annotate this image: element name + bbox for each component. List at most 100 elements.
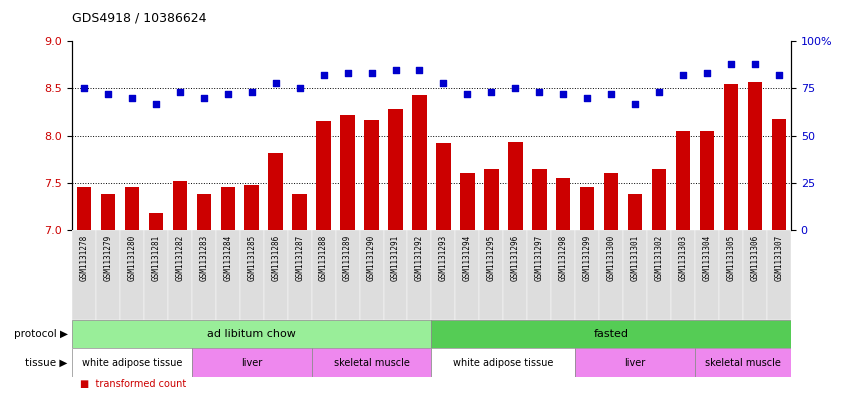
Point <box>580 95 594 101</box>
Text: tissue ▶: tissue ▶ <box>25 358 68 367</box>
Bar <box>101 194 115 230</box>
Text: GSM1131292: GSM1131292 <box>415 234 424 281</box>
Point <box>508 85 522 92</box>
Point <box>341 70 354 77</box>
Text: liver: liver <box>624 358 645 367</box>
Point <box>173 89 186 95</box>
Text: GSM1131300: GSM1131300 <box>607 234 616 281</box>
Text: white adipose tissue: white adipose tissue <box>82 358 182 367</box>
Bar <box>383 230 408 320</box>
Text: GSM1131295: GSM1131295 <box>487 234 496 281</box>
Bar <box>652 169 667 230</box>
Point <box>629 100 642 107</box>
Bar <box>455 230 480 320</box>
Bar <box>72 230 96 320</box>
Point <box>460 91 474 97</box>
Text: GSM1131307: GSM1131307 <box>775 234 783 281</box>
Bar <box>72 348 192 377</box>
Bar <box>412 95 426 230</box>
Bar <box>676 131 690 230</box>
Bar <box>719 230 743 320</box>
Bar <box>192 348 311 377</box>
Bar <box>216 230 239 320</box>
Text: ■  transformed count: ■ transformed count <box>80 379 187 389</box>
Text: GSM1131299: GSM1131299 <box>583 234 591 281</box>
Text: fasted: fasted <box>594 329 629 339</box>
Bar <box>431 320 791 348</box>
Point <box>485 89 498 95</box>
Bar <box>311 348 431 377</box>
Bar <box>244 185 259 230</box>
Text: GSM1131298: GSM1131298 <box>559 234 568 281</box>
Bar <box>264 230 288 320</box>
Bar <box>96 230 120 320</box>
Bar <box>168 230 192 320</box>
Text: liver: liver <box>241 358 262 367</box>
Bar <box>149 213 163 230</box>
Bar <box>120 230 144 320</box>
Point <box>604 91 618 97</box>
Bar <box>293 194 307 230</box>
Point <box>269 80 283 86</box>
Bar <box>221 187 235 230</box>
Bar <box>480 230 503 320</box>
Bar <box>431 230 455 320</box>
Point <box>700 70 714 77</box>
Bar <box>724 84 739 230</box>
Text: GDS4918 / 10386624: GDS4918 / 10386624 <box>72 12 206 25</box>
Text: GSM1131302: GSM1131302 <box>655 234 663 281</box>
Bar <box>552 230 575 320</box>
Bar <box>671 230 695 320</box>
Bar <box>316 121 331 230</box>
Bar <box>772 119 786 230</box>
Text: skeletal muscle: skeletal muscle <box>333 358 409 367</box>
Bar <box>575 348 695 377</box>
Point <box>413 66 426 73</box>
Bar <box>144 230 168 320</box>
Point <box>652 89 666 95</box>
Text: GSM1131285: GSM1131285 <box>247 234 256 281</box>
Point <box>125 95 139 101</box>
Point <box>316 72 330 78</box>
Bar <box>575 230 599 320</box>
Text: GSM1131290: GSM1131290 <box>367 234 376 281</box>
Point <box>245 89 259 95</box>
Bar <box>508 142 523 230</box>
Bar <box>748 82 762 230</box>
Point <box>677 72 690 78</box>
Bar <box>484 169 498 230</box>
Text: GSM1131280: GSM1131280 <box>128 234 136 281</box>
Bar <box>599 230 624 320</box>
Bar <box>647 230 671 320</box>
Text: GSM1131279: GSM1131279 <box>103 234 113 281</box>
Text: GSM1131283: GSM1131283 <box>200 234 208 281</box>
Bar <box>527 230 552 320</box>
Point <box>197 95 211 101</box>
Point <box>221 91 234 97</box>
Point <box>557 91 570 97</box>
Text: GSM1131301: GSM1131301 <box>631 234 640 281</box>
Point <box>437 80 450 86</box>
Bar <box>77 187 91 230</box>
Bar <box>695 348 791 377</box>
Point <box>149 100 162 107</box>
Point <box>772 72 786 78</box>
Point <box>365 70 378 77</box>
Bar <box>700 131 714 230</box>
Text: GSM1131297: GSM1131297 <box>535 234 544 281</box>
Text: GSM1131289: GSM1131289 <box>343 234 352 281</box>
Text: GSM1131303: GSM1131303 <box>678 234 688 281</box>
Point <box>101 91 114 97</box>
Bar <box>239 230 264 320</box>
Text: skeletal muscle: skeletal muscle <box>705 358 781 367</box>
Bar <box>767 230 791 320</box>
Bar <box>580 187 595 230</box>
Text: GSM1131304: GSM1131304 <box>703 234 711 281</box>
Point <box>749 61 762 67</box>
Bar <box>556 178 570 230</box>
Text: GSM1131286: GSM1131286 <box>272 234 280 281</box>
Bar <box>604 173 618 230</box>
Bar <box>336 230 360 320</box>
Bar <box>192 230 216 320</box>
Bar <box>695 230 719 320</box>
